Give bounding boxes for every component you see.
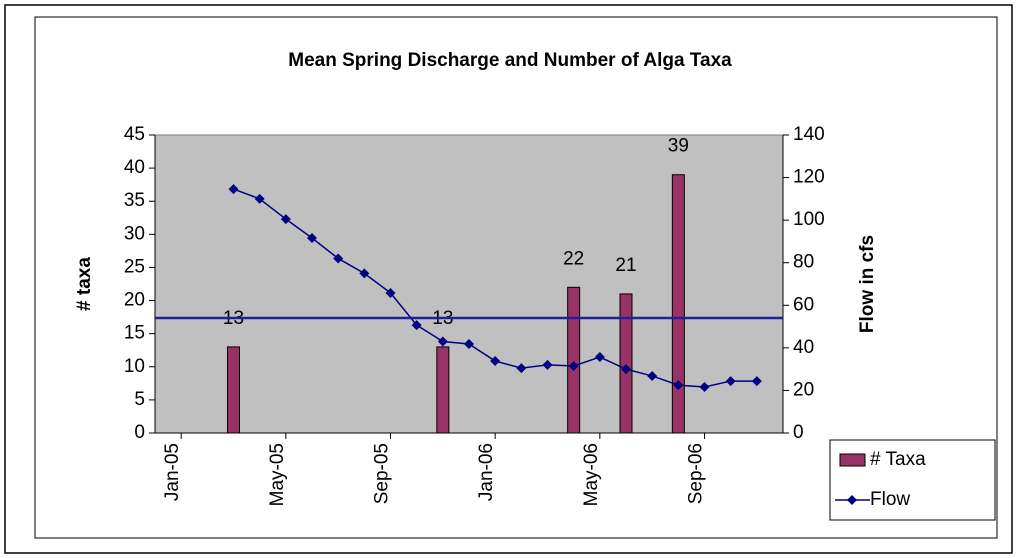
marker <box>280 214 291 225</box>
marker <box>464 339 474 350</box>
marker <box>699 382 710 393</box>
marker <box>411 320 422 331</box>
marker <box>673 380 684 391</box>
bar <box>436 346 450 434</box>
marker <box>359 268 370 279</box>
legend-marker <box>847 495 857 505</box>
y-tick-label: 10 <box>124 356 145 377</box>
y2-tick-label: 40 <box>793 337 814 358</box>
legend-label: # Taxa <box>870 449 926 470</box>
bar <box>227 346 240 434</box>
x-tick-label: May-06 <box>581 443 602 506</box>
y-tick-label: 0 <box>134 422 145 443</box>
y-tick-label: 15 <box>124 323 145 344</box>
x-tick-label: May-05 <box>267 443 288 506</box>
marker <box>333 253 344 264</box>
legend-label: Flow <box>870 489 910 510</box>
y-axis-title: # taxa <box>74 257 95 311</box>
legend-box <box>829 439 996 521</box>
y2-tick-label: 0 <box>793 422 804 443</box>
bar <box>671 174 685 434</box>
marker <box>647 370 658 381</box>
y2-tick-label: 100 <box>793 209 825 230</box>
chart-title: Mean Spring Discharge and Number of Alga… <box>288 50 732 71</box>
legend-swatch <box>839 453 866 467</box>
y2-tick-label: 120 <box>793 167 825 188</box>
marker <box>516 363 527 374</box>
plot-area <box>154 134 784 434</box>
marker <box>568 360 579 371</box>
data-label: 39 <box>668 136 689 157</box>
x-tick-label: Jan-06 <box>476 443 497 501</box>
y-tick-label: 45 <box>124 124 145 145</box>
y-tick-label: 35 <box>124 190 145 211</box>
y2-tick-label: 80 <box>793 252 814 273</box>
marker <box>725 376 736 387</box>
y2-axis-title: Flow in cfs <box>857 235 878 333</box>
marker <box>307 233 317 244</box>
marker <box>437 336 448 347</box>
x-tick-label: Sep-05 <box>372 443 393 504</box>
y2-tick-label: 60 <box>793 294 814 315</box>
marker <box>228 184 239 195</box>
marker <box>254 193 265 204</box>
data-label: 22 <box>563 248 584 269</box>
y-tick-label: 25 <box>124 256 145 277</box>
marker <box>594 352 605 363</box>
y-tick-label: 30 <box>124 223 145 244</box>
marker <box>751 376 762 387</box>
y2-tick-label: 20 <box>793 379 814 400</box>
marker <box>385 287 396 298</box>
y-tick-label: 20 <box>124 290 145 311</box>
bar <box>619 293 633 434</box>
x-tick-label: Jan-05 <box>162 443 183 501</box>
data-label: 21 <box>615 255 636 276</box>
x-tick-label: Sep-06 <box>686 443 707 504</box>
marker <box>542 359 553 370</box>
y-tick-label: 40 <box>124 157 145 178</box>
marker <box>490 356 501 367</box>
y-tick-label: 5 <box>134 389 145 410</box>
y2-tick-label: 140 <box>793 124 825 145</box>
bar <box>567 286 581 434</box>
marker <box>621 364 631 375</box>
